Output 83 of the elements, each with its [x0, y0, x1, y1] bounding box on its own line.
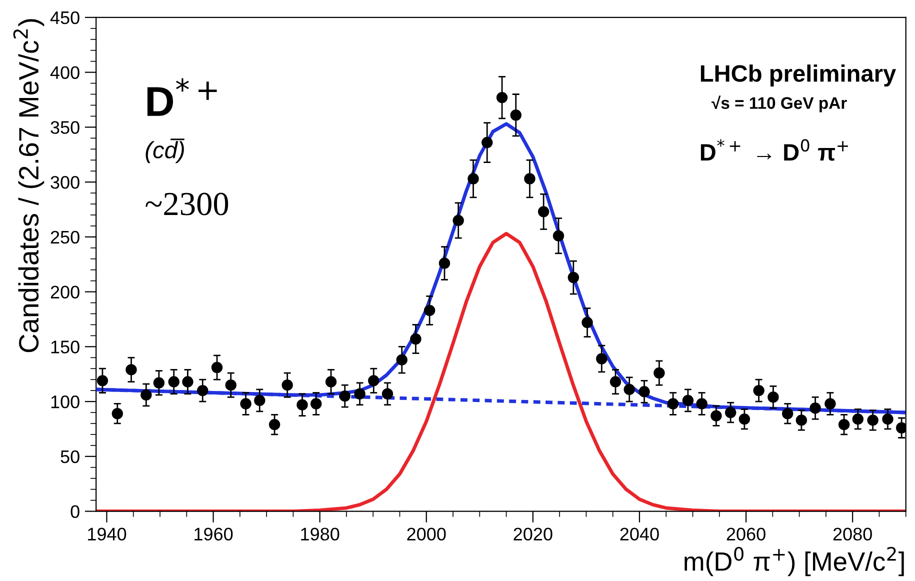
point: [838, 418, 850, 430]
point: [482, 136, 493, 148]
point: [396, 354, 408, 366]
point: [696, 398, 708, 410]
point: [724, 406, 736, 418]
point: [325, 376, 337, 388]
y-tick-label: 300: [50, 176, 80, 189]
point: [310, 398, 322, 410]
y-tick-label: 350: [50, 121, 80, 134]
point: [438, 258, 450, 269]
point: [382, 388, 394, 400]
point: [368, 375, 380, 386]
point: [824, 398, 836, 410]
y-tick-label: 50: [60, 450, 80, 464]
point: [896, 422, 906, 434]
point: [682, 394, 694, 406]
y-tick-label: 0: [70, 505, 80, 518]
point: [552, 230, 564, 242]
x-tick-label: 2000: [407, 528, 446, 541]
point: [211, 362, 223, 374]
point: [153, 377, 165, 388]
point: [624, 384, 635, 396]
x-tick-label: 1960: [194, 528, 233, 541]
annotation: (cd̅): [146, 138, 184, 164]
point: [468, 173, 479, 184]
point: [852, 413, 864, 425]
point: [710, 410, 722, 422]
y-tick-label: 250: [50, 230, 80, 244]
point: [610, 376, 622, 388]
annotation: D$^{*+}$: [147, 78, 217, 116]
point: [568, 272, 580, 284]
x-tick-label: 2060: [726, 528, 766, 541]
point: [582, 316, 593, 328]
point: [96, 375, 108, 386]
point: [738, 413, 750, 425]
point: [126, 364, 137, 376]
point: [524, 173, 536, 184]
point: [410, 333, 422, 345]
point: [810, 402, 821, 414]
point: [882, 413, 894, 425]
annotation: LHCb preliminary: [700, 64, 896, 87]
annotation: D$^{*+}$ → D$^{0}$ π$^{+}$: [700, 139, 848, 161]
point: [140, 389, 152, 401]
y-tick-label: 150: [51, 340, 80, 354]
point: [268, 418, 280, 430]
point: [197, 384, 208, 396]
point: [452, 214, 464, 226]
point: [867, 414, 878, 426]
x-tick-label: 2020: [514, 528, 552, 541]
point: [339, 390, 350, 402]
point: [296, 399, 308, 410]
point: [638, 386, 650, 398]
point: [282, 379, 293, 391]
x-axis-title: m(D$^{0}$ π$^{+}$) [MeV/c$^{2}$]: [684, 546, 904, 576]
point: [254, 394, 266, 406]
point: [782, 408, 794, 420]
x-tick-label: 1940: [88, 528, 126, 541]
point: [667, 398, 679, 410]
point: [796, 414, 808, 426]
x-tick-label: 2040: [620, 528, 659, 541]
point: [424, 304, 436, 316]
point: [510, 109, 522, 121]
point: [168, 376, 180, 388]
point: [354, 388, 366, 400]
y-tick-label: 200: [50, 286, 80, 299]
point: [225, 379, 236, 391]
point: [753, 384, 764, 396]
point: [654, 367, 665, 379]
point: [596, 353, 608, 364]
point: [538, 206, 550, 218]
x-tick-label: 1980: [301, 528, 340, 541]
y-tick-label: 100: [51, 395, 80, 408]
point: [240, 398, 252, 410]
point: [768, 392, 779, 403]
y-axis-title: Candidates / (2.67 MeV/c$^{2}$): [13, 19, 44, 352]
x-tick-label: 2080: [833, 528, 872, 541]
point: [182, 376, 194, 388]
annotation: √s = 110 GeV pAr: [712, 96, 847, 112]
y-tick-label: 400: [50, 66, 80, 80]
y-tick-label: 450: [50, 11, 80, 24]
point: [496, 92, 508, 104]
annotation: ~2300: [146, 192, 228, 216]
point: [112, 408, 123, 420]
